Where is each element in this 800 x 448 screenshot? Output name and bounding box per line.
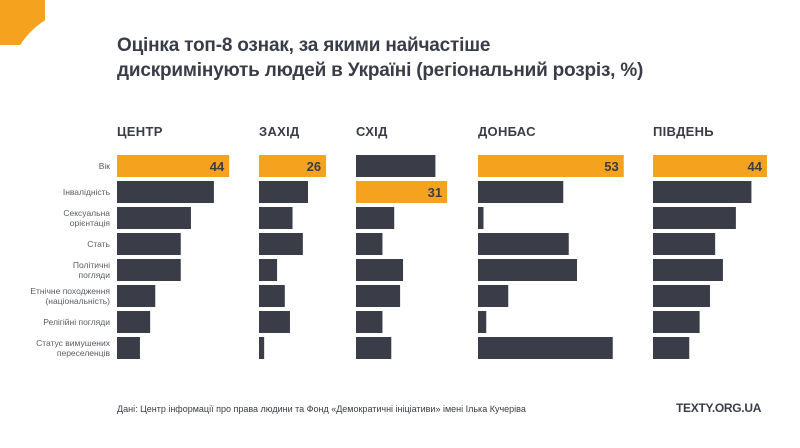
category-label: Інвалідність <box>0 187 110 197</box>
region-panel: 44 <box>117 155 230 359</box>
brand-logo[interactable]: TEXTY.ORG.UA <box>676 401 762 415</box>
category-label: Сексуальна орієнтація <box>0 208 110 228</box>
region-panel: 26 <box>259 155 327 359</box>
category-label-line: переселенців <box>56 348 110 358</box>
bar <box>259 181 309 203</box>
bar-value-label: 31 <box>428 185 442 200</box>
bar <box>356 259 404 281</box>
bar <box>259 259 278 281</box>
category-label: Етнічне походження (національність) <box>0 286 110 306</box>
bar <box>117 181 214 203</box>
bar <box>356 337 392 359</box>
bar <box>356 233 383 255</box>
bar-highlight <box>356 181 448 203</box>
chart-title-line-1: Оцінка топ-8 ознак, за якими найчастіше <box>117 35 491 56</box>
bar <box>117 285 156 307</box>
bar <box>259 233 303 255</box>
category-label-line: Політичні <box>72 260 110 270</box>
bar <box>653 259 723 281</box>
category-label-line: Інвалідність <box>62 187 110 197</box>
category-label-line: Стать <box>87 239 110 249</box>
chart-title: Оцінка топ-8 ознак, за якими найчастіше … <box>117 33 643 83</box>
region-title: ЗАХІД <box>259 124 300 139</box>
bar <box>478 285 509 307</box>
bar-highlight <box>653 155 767 177</box>
bar-highlight <box>478 155 624 177</box>
bar <box>478 181 564 203</box>
category-label-line: Статус вимушених <box>36 338 110 348</box>
category-label: Релігійні погляди <box>0 317 110 327</box>
category-label: Стать <box>0 239 110 249</box>
bar <box>356 207 395 229</box>
bar-highlight <box>259 155 327 177</box>
bar <box>653 181 752 203</box>
decorative-corner-arc <box>0 0 45 45</box>
category-label-line: орієнтація <box>69 218 110 228</box>
bar <box>259 311 290 333</box>
chart-title-line-2: дискримінують людей в Україні (регіональ… <box>117 60 644 81</box>
region-panel: 31 <box>356 155 448 359</box>
bar-value-label: 26 <box>307 159 321 174</box>
region-panel: 53 <box>478 155 624 359</box>
category-label-line: Етнічне походження <box>30 286 110 296</box>
bar <box>653 207 736 229</box>
bar <box>117 233 181 255</box>
category-label-line: Сексуальна <box>63 208 110 218</box>
region-title: СХІД <box>356 124 388 139</box>
region-panel: 44 <box>653 155 767 359</box>
bar <box>653 337 690 359</box>
bar <box>117 207 191 229</box>
bar <box>478 311 487 333</box>
bar <box>259 207 293 229</box>
bar-value-label: 53 <box>604 159 618 174</box>
bar <box>356 155 436 177</box>
bar <box>653 233 716 255</box>
category-label: Вік <box>0 161 110 171</box>
bar <box>259 285 285 307</box>
bar <box>117 259 181 281</box>
bar <box>356 311 383 333</box>
bar <box>478 337 613 359</box>
region-title: ДОНБАС <box>478 124 536 139</box>
bar <box>478 207 484 229</box>
region-title: ЦЕНТР <box>117 124 163 139</box>
bar-value-label: 44 <box>747 159 762 174</box>
category-label-line: Вік <box>98 161 110 171</box>
bar <box>356 285 401 307</box>
bar <box>478 233 569 255</box>
region-title: ПІВДЕНЬ <box>653 124 714 139</box>
category-label-line: Релігійні погляди <box>43 317 110 327</box>
bar-highlight <box>117 155 230 177</box>
bar <box>117 311 151 333</box>
category-label-line: погляди <box>78 270 110 280</box>
source-note: Дані: Центр інформації про права людини … <box>117 404 526 414</box>
bar <box>653 285 710 307</box>
bar-value-label: 44 <box>210 159 225 174</box>
bar <box>117 337 140 359</box>
bar <box>259 337 265 359</box>
bar <box>478 259 577 281</box>
category-label: Статус вимушених переселенців <box>0 338 110 358</box>
category-label: Політичні погляди <box>0 260 110 280</box>
bar <box>653 311 700 333</box>
category-label-line: (національність) <box>45 296 110 306</box>
